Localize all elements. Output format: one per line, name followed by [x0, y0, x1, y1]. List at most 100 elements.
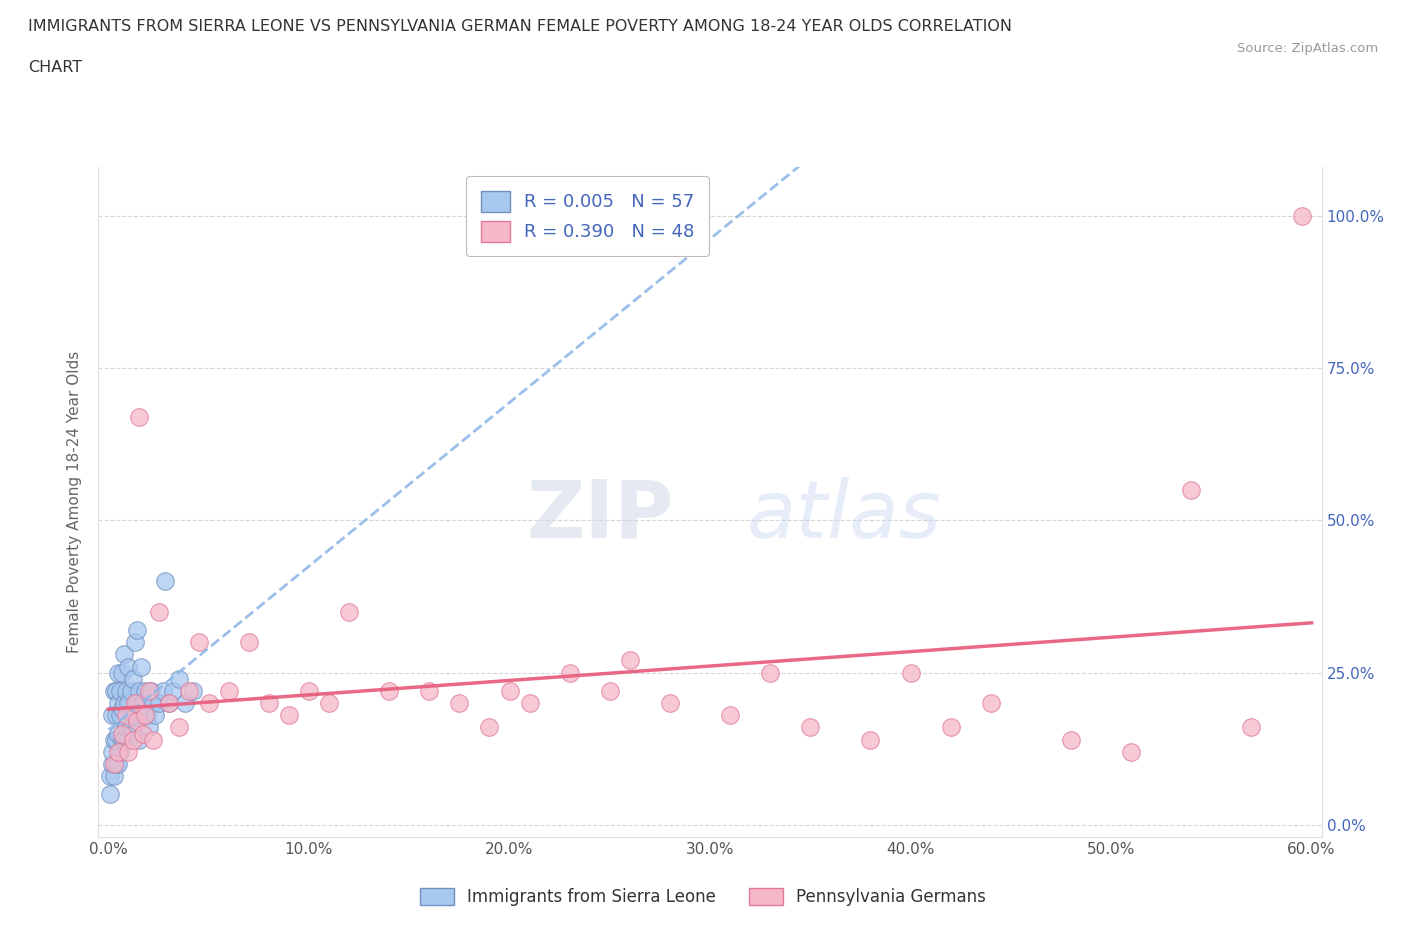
Point	[111, 732, 134, 747]
Point	[980, 696, 1002, 711]
Point	[238, 635, 260, 650]
Point	[100, 787, 122, 802]
Point	[103, 756, 125, 771]
Point	[105, 684, 128, 698]
Point	[129, 708, 152, 723]
Point	[142, 732, 165, 747]
Point	[142, 696, 165, 711]
Legend: Immigrants from Sierra Leone, Pennsylvania Germans: Immigrants from Sierra Leone, Pennsylvan…	[413, 881, 993, 912]
Point	[125, 622, 148, 637]
Point	[131, 696, 153, 711]
Point	[107, 744, 129, 759]
Point	[103, 769, 125, 784]
Point	[125, 714, 148, 729]
Point	[128, 409, 150, 424]
Point	[599, 684, 621, 698]
Point	[125, 696, 148, 711]
Y-axis label: Female Poverty Among 18-24 Year Olds: Female Poverty Among 18-24 Year Olds	[67, 352, 83, 654]
Point	[110, 708, 132, 723]
Text: IMMIGRANTS FROM SIERRA LEONE VS PENNSYLVANIA GERMAN FEMALE POVERTY AMONG 18-24 Y: IMMIGRANTS FROM SIERRA LEONE VS PENNSYLV…	[28, 19, 1012, 33]
Point	[418, 684, 440, 698]
Point	[121, 726, 143, 741]
Point	[114, 696, 136, 711]
Point	[100, 769, 122, 784]
Point	[107, 726, 129, 741]
Point	[115, 708, 138, 723]
Point	[519, 696, 541, 711]
Point	[107, 756, 129, 771]
Point	[152, 684, 174, 698]
Point	[134, 708, 156, 723]
Point	[124, 635, 146, 650]
Point	[138, 720, 160, 735]
Point	[129, 659, 152, 674]
Text: CHART: CHART	[28, 60, 82, 75]
Point	[177, 684, 200, 698]
Text: ZIP: ZIP	[526, 476, 673, 554]
Point	[143, 708, 166, 723]
Point	[1060, 732, 1083, 747]
Point	[120, 720, 142, 735]
Point	[167, 720, 190, 735]
Point	[181, 684, 204, 698]
Point	[718, 708, 741, 723]
Point	[134, 684, 156, 698]
Point	[449, 696, 471, 711]
Point	[799, 720, 821, 735]
Point	[138, 684, 160, 698]
Point	[257, 696, 280, 711]
Point	[478, 720, 501, 735]
Point	[105, 708, 128, 723]
Point	[1240, 720, 1263, 735]
Point	[148, 696, 170, 711]
Point	[107, 696, 129, 711]
Point	[117, 696, 139, 711]
Point	[105, 732, 128, 747]
Point	[1291, 208, 1313, 223]
Point	[157, 696, 180, 711]
Point	[900, 665, 922, 680]
Point	[1121, 744, 1143, 759]
Point	[939, 720, 962, 735]
Point	[498, 684, 520, 698]
Text: atlas: atlas	[747, 476, 942, 554]
Point	[105, 756, 128, 771]
Legend: R = 0.005   N = 57, R = 0.390   N = 48: R = 0.005 N = 57, R = 0.390 N = 48	[467, 177, 709, 256]
Point	[619, 653, 641, 668]
Point	[124, 696, 146, 711]
Point	[337, 604, 360, 619]
Point	[120, 684, 142, 698]
Point	[117, 659, 139, 674]
Point	[121, 671, 143, 686]
Text: Source: ZipAtlas.com: Source: ZipAtlas.com	[1237, 42, 1378, 55]
Point	[111, 726, 134, 741]
Point	[117, 744, 139, 759]
Point	[103, 732, 125, 747]
Point	[298, 684, 321, 698]
Point	[103, 684, 125, 698]
Point	[318, 696, 340, 711]
Point	[110, 684, 132, 698]
Point	[167, 671, 190, 686]
Point	[114, 732, 136, 747]
Point	[759, 665, 782, 680]
Point	[110, 744, 132, 759]
Point	[101, 744, 124, 759]
Point	[115, 684, 138, 698]
Point	[107, 665, 129, 680]
Point	[114, 647, 136, 662]
Point	[117, 732, 139, 747]
Point	[124, 708, 146, 723]
Point	[173, 696, 195, 711]
Point	[558, 665, 581, 680]
Point	[101, 756, 124, 771]
Point	[139, 684, 162, 698]
Point	[128, 732, 150, 747]
Point	[148, 604, 170, 619]
Point	[121, 732, 143, 747]
Point	[131, 726, 153, 741]
Point	[658, 696, 681, 711]
Point	[859, 732, 882, 747]
Point	[197, 696, 219, 711]
Point	[277, 708, 299, 723]
